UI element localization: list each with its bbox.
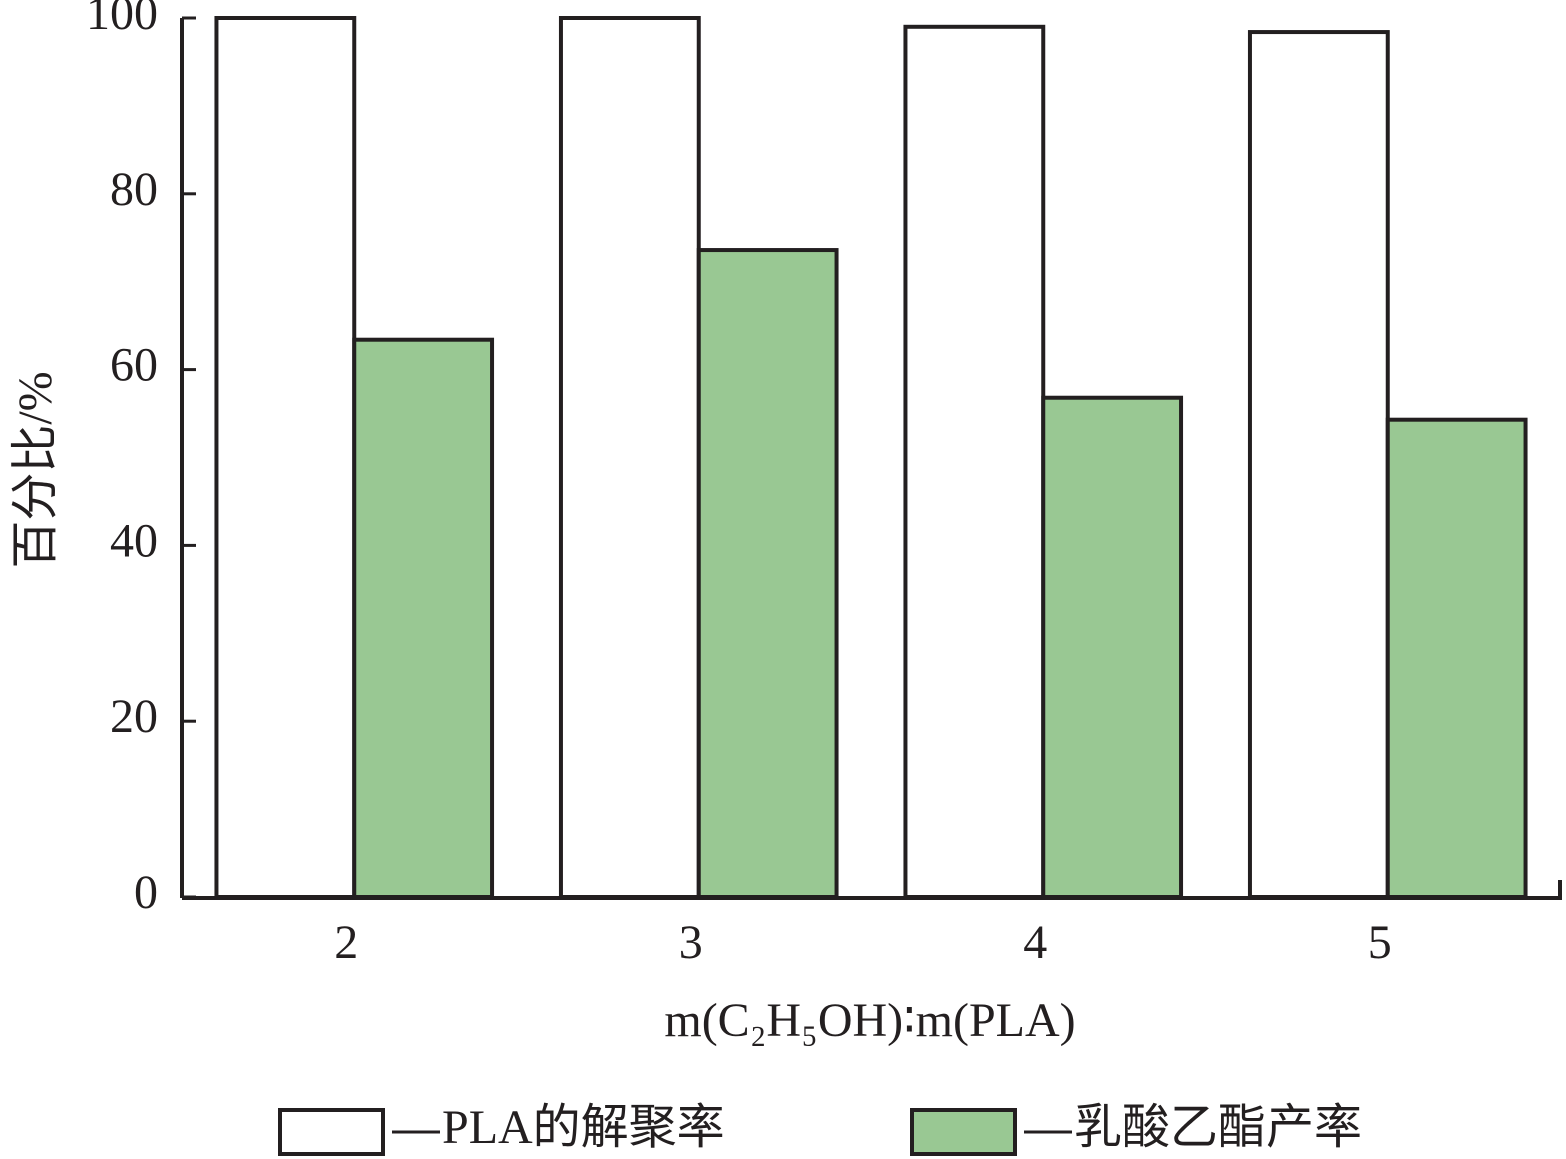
bar [558, 16, 701, 899]
bar [1385, 417, 1528, 899]
legend-label: 乳酸乙酯产率 [1074, 1101, 1362, 1154]
x-tick-label: 2 [334, 916, 358, 969]
y-tick-label: 20 [110, 690, 158, 743]
x-axis-label: m(C₂H₅OH)∶m(PLA) [664, 994, 1075, 1047]
y-tick-label: 0 [134, 866, 158, 919]
bar [903, 24, 1046, 900]
y-tick-label: 60 [110, 339, 158, 392]
y-tick-label: 40 [110, 514, 158, 567]
y-tick-label: 100 [86, 0, 158, 40]
bar [1247, 30, 1390, 899]
bar [352, 337, 495, 899]
bar [1041, 395, 1184, 899]
legend-label: PLA的解聚率 [442, 1101, 725, 1154]
legend-swatch [910, 1108, 1017, 1156]
x-tick-label: 3 [679, 916, 703, 969]
y-axis-label: 百分比/% [9, 371, 62, 568]
x-tick-label: 5 [1368, 916, 1392, 969]
x-tick-label: 4 [1023, 916, 1047, 969]
bar [214, 16, 357, 899]
bar [696, 248, 839, 899]
y-tick-label: 80 [110, 163, 158, 216]
legend-swatch [278, 1108, 385, 1156]
